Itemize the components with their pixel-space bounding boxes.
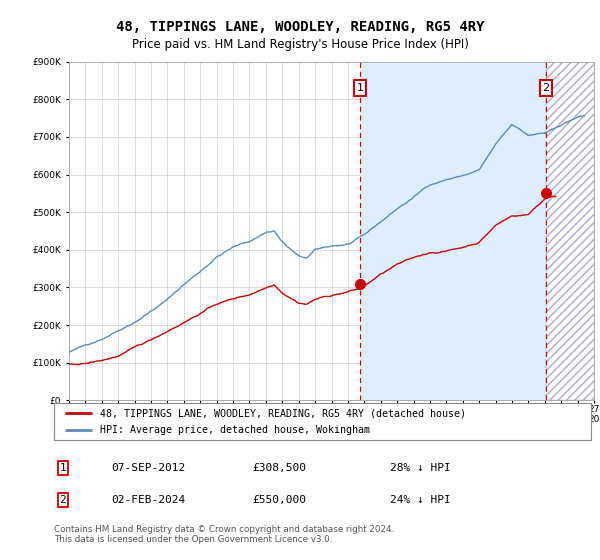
Text: 1: 1 (357, 83, 364, 93)
Text: 48, TIPPINGS LANE, WOODLEY, READING, RG5 4RY: 48, TIPPINGS LANE, WOODLEY, READING, RG5… (116, 20, 484, 34)
Text: 2: 2 (542, 83, 550, 93)
Bar (360, 62, 546, 400)
Text: 2: 2 (59, 494, 67, 505)
Text: Contains HM Land Registry data © Crown copyright and database right 2024.
This d: Contains HM Land Registry data © Crown c… (54, 525, 394, 544)
Bar (546, 62, 594, 400)
Text: 07-SEP-2012: 07-SEP-2012 (111, 463, 185, 473)
Text: 24% ↓ HPI: 24% ↓ HPI (390, 494, 451, 505)
Text: 28% ↓ HPI: 28% ↓ HPI (390, 463, 451, 473)
Text: £550,000: £550,000 (252, 494, 306, 505)
Text: HPI: Average price, detached house, Wokingham: HPI: Average price, detached house, Woki… (100, 425, 370, 435)
Text: 02-FEB-2024: 02-FEB-2024 (111, 494, 185, 505)
Text: £308,500: £308,500 (252, 463, 306, 473)
Text: 1: 1 (59, 463, 67, 473)
Text: 48, TIPPINGS LANE, WOODLEY, READING, RG5 4RY (detached house): 48, TIPPINGS LANE, WOODLEY, READING, RG5… (100, 408, 466, 418)
Text: Price paid vs. HM Land Registry's House Price Index (HPI): Price paid vs. HM Land Registry's House … (131, 38, 469, 51)
